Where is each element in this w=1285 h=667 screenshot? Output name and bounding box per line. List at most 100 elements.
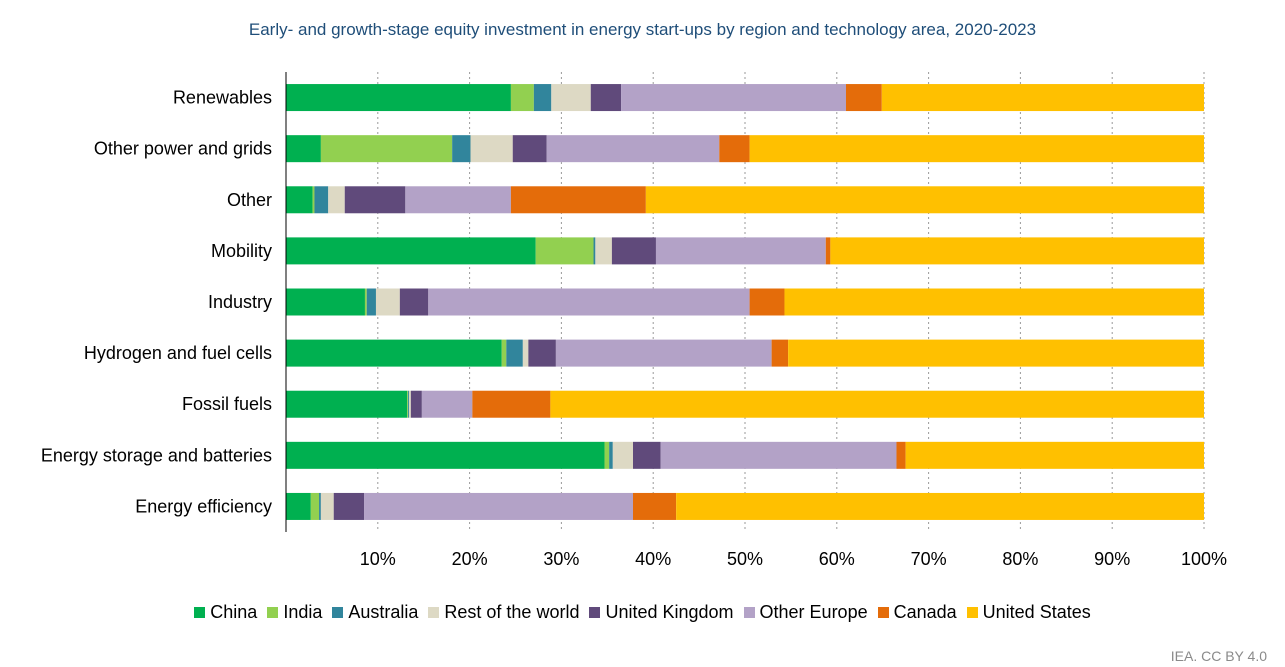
legend-label: China xyxy=(210,602,258,622)
x-tick-label: 70% xyxy=(911,549,947,569)
bar-segment xyxy=(286,237,536,265)
legend-label: Canada xyxy=(893,602,957,622)
bar-segment xyxy=(428,288,750,316)
bar-segment xyxy=(621,84,846,112)
x-tick-label: 40% xyxy=(635,549,671,569)
category-label: Energy efficiency xyxy=(135,496,272,516)
x-tick-label: 60% xyxy=(819,549,855,569)
legend-label: India xyxy=(283,602,323,622)
category-label: Other xyxy=(227,190,272,210)
legend-swatch xyxy=(877,607,889,618)
bar-segment xyxy=(501,339,507,367)
bar-segment xyxy=(286,186,313,214)
bar-segment xyxy=(405,186,511,214)
bar-segment xyxy=(510,84,534,112)
category-label: Hydrogen and fuel cells xyxy=(84,343,272,363)
bar-segment xyxy=(788,339,1204,367)
x-tick-label: 100% xyxy=(1181,549,1227,569)
x-tick-label: 20% xyxy=(452,549,488,569)
bar-segment xyxy=(366,288,376,316)
bar-segment xyxy=(522,339,529,367)
bar-segment xyxy=(314,186,329,214)
bar-segment xyxy=(593,237,596,265)
legend-label: Other Europe xyxy=(759,602,868,622)
bar-segment xyxy=(310,492,320,520)
legend-swatch xyxy=(194,607,206,618)
legend-label: Australia xyxy=(348,602,419,622)
bar-segment xyxy=(364,492,634,520)
legend-item: China xyxy=(194,602,257,623)
bar-segment xyxy=(612,441,634,469)
legend-swatch xyxy=(332,607,344,618)
legend-label: United Kingdom xyxy=(605,602,734,622)
bar-segment xyxy=(375,288,400,316)
bar-segment xyxy=(409,390,411,418)
bar-segment xyxy=(286,288,365,316)
bar-segment xyxy=(328,186,345,214)
bar-segment xyxy=(845,84,882,112)
bar-segment xyxy=(881,84,1204,112)
legend-label: United States xyxy=(982,602,1091,622)
bar-segment xyxy=(633,492,677,520)
bar-segment xyxy=(286,492,311,520)
legend-item: India xyxy=(267,602,322,623)
legend-swatch xyxy=(428,607,440,618)
legend-item: United Kingdom xyxy=(589,602,734,623)
bar-segment xyxy=(319,492,321,520)
bar-segment xyxy=(320,492,334,520)
bar-segment xyxy=(472,390,551,418)
source-note: IEA. CC BY 4.0 xyxy=(1170,648,1267,664)
bar-segment xyxy=(344,186,406,214)
bar-segment xyxy=(506,339,523,367)
bar-segment xyxy=(825,237,831,265)
legend-label: Rest of the world xyxy=(444,602,580,622)
category-label: Other power and grids xyxy=(94,139,272,159)
category-label: Mobility xyxy=(211,241,272,261)
bar-segment xyxy=(551,84,591,112)
category-label: Industry xyxy=(208,292,272,312)
bar-segment xyxy=(408,390,410,418)
legend-item: Australia xyxy=(332,602,418,623)
legend-swatch xyxy=(589,607,601,618)
bar-segment xyxy=(830,237,1204,265)
bar-segment xyxy=(905,441,1204,469)
bar-segment xyxy=(590,84,622,112)
bar-segment xyxy=(595,237,612,265)
legend-swatch xyxy=(966,607,978,618)
legend-swatch xyxy=(743,607,755,618)
bar-segment xyxy=(784,288,1204,316)
bar-segment xyxy=(410,390,422,418)
legend-item: Rest of the world xyxy=(428,602,579,623)
bar-segment xyxy=(749,288,785,316)
bar-segment xyxy=(771,339,789,367)
bar-segment xyxy=(470,135,513,163)
bar-segment xyxy=(604,441,610,469)
bar-segment xyxy=(550,390,1204,418)
bar-segment xyxy=(407,390,409,418)
bar-segment xyxy=(535,237,594,265)
bar-segment xyxy=(633,441,661,469)
bar-segment xyxy=(320,135,453,163)
bar-segment xyxy=(510,186,646,214)
bar-segment xyxy=(611,237,656,265)
chart-title: Early- and growth-stage equity investmen… xyxy=(248,20,1037,39)
bar-segment xyxy=(645,186,1204,214)
bar-segment xyxy=(364,288,367,316)
bar-segment xyxy=(533,84,552,112)
category-label: Energy storage and batteries xyxy=(41,445,272,465)
category-label: Renewables xyxy=(173,88,272,108)
bar-segment xyxy=(555,339,772,367)
x-tick-label: 90% xyxy=(1094,549,1130,569)
bar-segment xyxy=(512,135,547,163)
bar-segment xyxy=(333,492,365,520)
bar-segment xyxy=(749,135,1204,163)
legend-swatch xyxy=(267,607,279,618)
legend-item: Canada xyxy=(877,602,957,623)
x-tick-label: 10% xyxy=(360,549,396,569)
bar-segment xyxy=(452,135,471,163)
x-tick-label: 30% xyxy=(543,549,579,569)
legend-item: United States xyxy=(966,602,1091,623)
bar-segment xyxy=(896,441,906,469)
bar-segment xyxy=(421,390,473,418)
bar-segment xyxy=(286,339,502,367)
